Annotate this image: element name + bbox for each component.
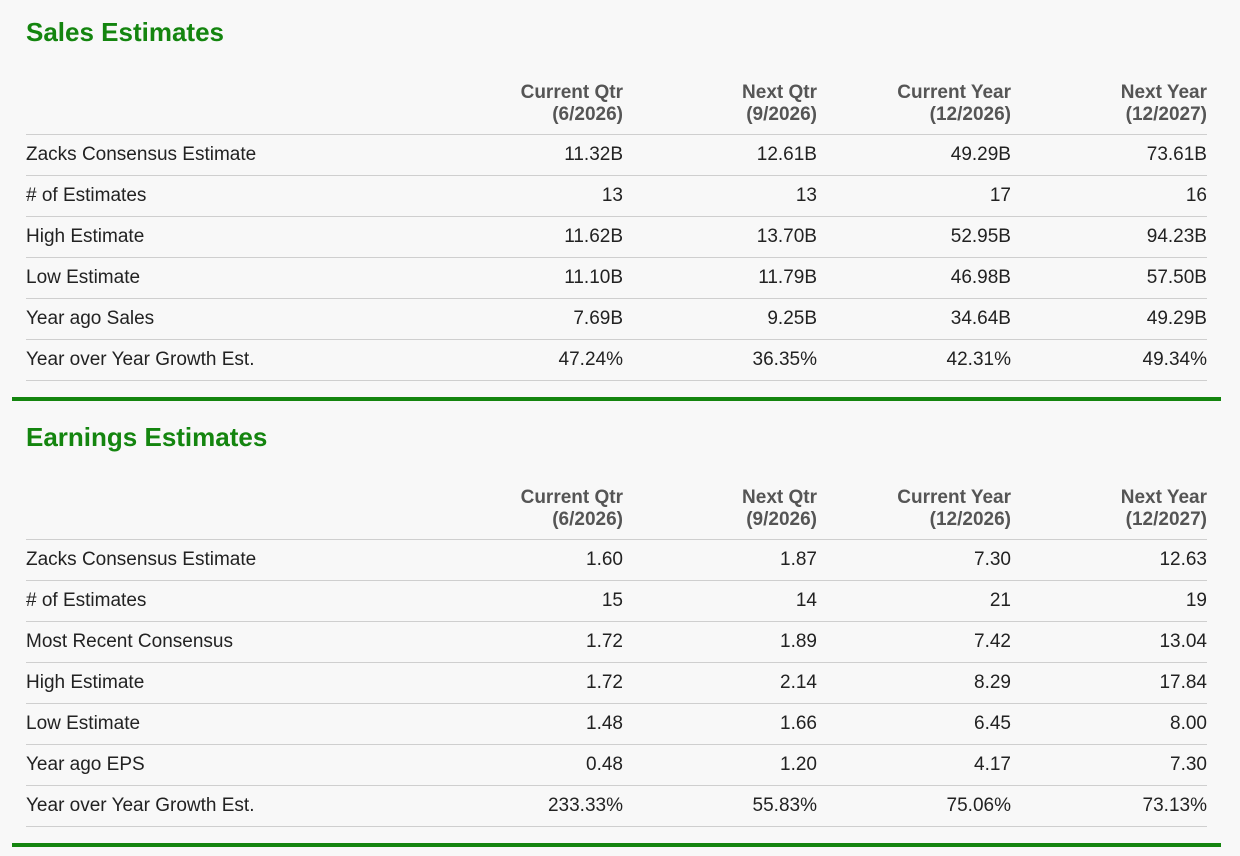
cell-value: 13.70B xyxy=(623,216,817,258)
cell-value: 36.35% xyxy=(623,339,817,381)
cell-value: 13 xyxy=(426,175,623,217)
table-row: Year ago Sales 7.69B 9.25B 34.64B 49.29B xyxy=(26,298,1207,340)
cell-value: 1.66 xyxy=(623,703,817,745)
cell-value: 7.30 xyxy=(1011,744,1207,786)
cell-value: 75.06% xyxy=(817,785,1011,827)
cell-value: 13 xyxy=(623,175,817,217)
cell-value: 49.29B xyxy=(817,134,1011,176)
table-row: Low Estimate 11.10B 11.79B 46.98B 57.50B xyxy=(26,257,1207,299)
cell-value: 7.30 xyxy=(817,539,1011,581)
column-header-next-year: Next Year (12/2027) xyxy=(1011,475,1207,540)
row-label-header xyxy=(26,70,426,135)
cell-value: 16 xyxy=(1011,175,1207,217)
cell-value: 8.29 xyxy=(817,662,1011,704)
cell-value: 0.48 xyxy=(426,744,623,786)
sales-estimates-table: Current Qtr (6/2026) Next Qtr (9/2026) Cur… xyxy=(26,70,1207,381)
cell-value: 1.72 xyxy=(426,621,623,663)
row-label: Year over Year Growth Est. xyxy=(26,785,426,827)
column-header-current-qtr: Current Qtr (6/2026) xyxy=(426,70,623,135)
table-row: High Estimate 11.62B 13.70B 52.95B 94.23… xyxy=(26,216,1207,258)
cell-value: 1.48 xyxy=(426,703,623,745)
column-header-next-year: Next Year (12/2027) xyxy=(1011,70,1207,135)
cell-value: 73.61B xyxy=(1011,134,1207,176)
cell-value: 49.34% xyxy=(1011,339,1207,381)
column-header-next-qtr: Next Qtr (9/2026) xyxy=(623,70,817,135)
cell-value: 57.50B xyxy=(1011,257,1207,299)
row-label: Zacks Consensus Estimate xyxy=(26,539,426,581)
cell-value: 34.64B xyxy=(817,298,1011,340)
cell-value: 2.14 xyxy=(623,662,817,704)
table-row: Year over Year Growth Est. 233.33% 55.83… xyxy=(26,785,1207,827)
cell-value: 52.95B xyxy=(817,216,1011,258)
cell-value: 73.13% xyxy=(1011,785,1207,827)
column-header-current-year: Current Year (12/2026) xyxy=(817,475,1011,540)
table-row: Zacks Consensus Estimate 1.60 1.87 7.30 … xyxy=(26,539,1207,581)
table-row: Year ago EPS 0.48 1.20 4.17 7.30 xyxy=(26,744,1207,786)
cell-value: 12.61B xyxy=(623,134,817,176)
row-label: Most Recent Consensus xyxy=(26,621,426,663)
cell-value: 42.31% xyxy=(817,339,1011,381)
cell-value: 4.17 xyxy=(817,744,1011,786)
earnings-estimates-title: Earnings Estimates xyxy=(26,422,268,452)
cell-value: 47.24% xyxy=(426,339,623,381)
cell-value: 7.69B xyxy=(426,298,623,340)
cell-value: 12.63 xyxy=(1011,539,1207,581)
column-header-current-year: Current Year (12/2026) xyxy=(817,70,1011,135)
cell-value: 1.72 xyxy=(426,662,623,704)
cell-value: 1.20 xyxy=(623,744,817,786)
earnings-estimates-table: Current Qtr (6/2026) Next Qtr (9/2026) Cur… xyxy=(26,475,1207,827)
cell-value: 19 xyxy=(1011,580,1207,622)
row-label: Year ago Sales xyxy=(26,298,426,340)
cell-value: 46.98B xyxy=(817,257,1011,299)
column-header-next-qtr: Next Qtr (9/2026) xyxy=(623,475,817,540)
cell-value: 17 xyxy=(817,175,1011,217)
table-row: Low Estimate 1.48 1.66 6.45 8.00 xyxy=(26,703,1207,745)
cell-value: 1.89 xyxy=(623,621,817,663)
cell-value: 11.10B xyxy=(426,257,623,299)
cell-value: 14 xyxy=(623,580,817,622)
cell-value: 1.60 xyxy=(426,539,623,581)
table-row: Zacks Consensus Estimate 11.32B 12.61B 4… xyxy=(26,134,1207,176)
row-label: Year ago EPS xyxy=(26,744,426,786)
cell-value: 11.62B xyxy=(426,216,623,258)
table-row: Most Recent Consensus 1.72 1.89 7.42 13.… xyxy=(26,621,1207,663)
sales-estimates-title: Sales Estimates xyxy=(26,17,225,47)
row-label: Low Estimate xyxy=(26,257,426,299)
row-label: Low Estimate xyxy=(26,703,426,745)
row-label: # of Estimates xyxy=(26,580,426,622)
cell-value: 7.42 xyxy=(817,621,1011,663)
row-label: High Estimate xyxy=(26,662,426,704)
section-divider xyxy=(12,397,1221,401)
cell-value: 49.29B xyxy=(1011,298,1207,340)
cell-value: 17.84 xyxy=(1011,662,1207,704)
table-header-row: Current Qtr (6/2026) Next Qtr (9/2026) Cur… xyxy=(26,70,1207,135)
cell-value: 6.45 xyxy=(817,703,1011,745)
cell-value: 11.32B xyxy=(426,134,623,176)
column-header-current-qtr: Current Qtr (6/2026) xyxy=(426,475,623,540)
row-label: Zacks Consensus Estimate xyxy=(26,134,426,176)
table-row: # of Estimates 15 14 21 19 xyxy=(26,580,1207,622)
cell-value: 9.25B xyxy=(623,298,817,340)
row-label-header xyxy=(26,475,426,540)
cell-value: 8.00 xyxy=(1011,703,1207,745)
table-row: # of Estimates 13 13 17 16 xyxy=(26,175,1207,217)
cell-value: 11.79B xyxy=(623,257,817,299)
cell-value: 233.33% xyxy=(426,785,623,827)
cell-value: 15 xyxy=(426,580,623,622)
cell-value: 1.87 xyxy=(623,539,817,581)
cell-value: 13.04 xyxy=(1011,621,1207,663)
cell-value: 94.23B xyxy=(1011,216,1207,258)
row-label: High Estimate xyxy=(26,216,426,258)
row-label: Year over Year Growth Est. xyxy=(26,339,426,381)
table-row: High Estimate 1.72 2.14 8.29 17.84 xyxy=(26,662,1207,704)
row-label: # of Estimates xyxy=(26,175,426,217)
table-row: Year over Year Growth Est. 47.24% 36.35%… xyxy=(26,339,1207,381)
section-divider xyxy=(12,843,1221,847)
table-header-row: Current Qtr (6/2026) Next Qtr (9/2026) Cur… xyxy=(26,475,1207,540)
cell-value: 21 xyxy=(817,580,1011,622)
cell-value: 55.83% xyxy=(623,785,817,827)
